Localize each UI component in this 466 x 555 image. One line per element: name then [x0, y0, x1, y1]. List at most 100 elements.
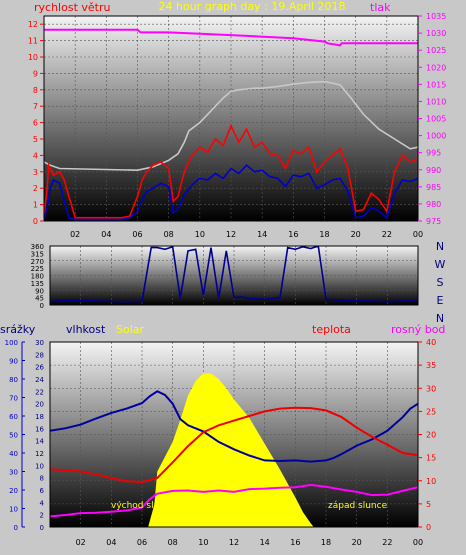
humidity-tick-4: 8: [40, 475, 44, 483]
precip-tick-1: 10: [9, 506, 18, 514]
p3-time-tick-5: 12: [229, 538, 239, 547]
direction-tick-3: 135: [31, 280, 44, 288]
p3-time-tick-9: 20: [352, 538, 362, 547]
compass-E-3: E: [437, 294, 444, 307]
humidity-tick-11: 22: [35, 388, 44, 396]
p3-time-tick-1: 04: [106, 538, 116, 547]
p1-time-tick-10: 22: [382, 230, 392, 239]
p1-time-tick-5: 12: [226, 230, 236, 239]
temperature-tick-1: 5: [426, 500, 431, 509]
series-wind: [44, 164, 418, 221]
temperature-tick-3: 15: [426, 454, 436, 463]
p1-time-tick-11: 00: [413, 230, 423, 239]
wind-speed-tick-0: 0: [33, 217, 38, 226]
p3-time-tick-8: 18: [321, 538, 331, 547]
pressure-tick-2: 985: [426, 183, 441, 192]
p3-time-tick-10: 22: [382, 538, 392, 547]
panel3-series: [50, 373, 418, 527]
pressure-tick-9: 1020: [426, 63, 446, 72]
humidity-tick-12: 24: [35, 376, 44, 384]
wind-speed-tick-3: 3: [33, 168, 38, 177]
p1-time-tick-7: 16: [288, 230, 298, 239]
pressure-tick-10: 1025: [426, 46, 446, 55]
wind-speed-tick-6: 6: [33, 119, 38, 128]
precip-tick-8: 80: [9, 376, 18, 384]
precip-tick-3: 30: [9, 469, 18, 477]
pressure-axis: 975 980 985 990 995 1000 1005 1010 1015 1020 1025 1…: [418, 12, 446, 226]
p1-time-tick-0: 02: [70, 230, 80, 239]
pressure-tick-12: 1035: [426, 12, 446, 21]
direction-tick-5: 225: [31, 265, 44, 273]
humidity-tick-5: 10: [35, 462, 44, 470]
series-wind_direction: [50, 246, 418, 303]
solar-label: Solar: [116, 323, 145, 336]
wind-speed-tick-4: 4: [33, 151, 38, 160]
sunrise-label: východ slunce: [111, 501, 176, 511]
humidity-tick-15: 30: [35, 339, 44, 347]
p1-time-tick-4: 10: [195, 230, 205, 239]
pressure-tick-6: 1005: [426, 115, 446, 124]
pressure-tick-11: 1030: [426, 29, 446, 38]
temperature-tick-8: 40: [426, 338, 436, 347]
p3-time-tick-4: 10: [198, 538, 208, 547]
compass-W-1: W: [435, 258, 446, 271]
panel2-series: [50, 246, 418, 303]
humidity-axis-label: vlhkost: [66, 323, 106, 336]
precip-tick-0: 0: [14, 524, 18, 532]
p1-time-tick-1: 04: [101, 230, 111, 239]
humidity-tick-8: 16: [35, 425, 44, 433]
precip-tick-10: 100: [5, 339, 18, 347]
wind-speed-tick-5: 5: [33, 135, 38, 144]
wind-speed-axis-label: rychlost větru: [34, 1, 110, 14]
wind-speed-tick-7: 7: [33, 102, 38, 111]
wind-speed-tick-8: 8: [33, 86, 38, 95]
temperature-tick-7: 35: [426, 361, 436, 370]
pressure-tick-4: 995: [426, 149, 441, 158]
pressure-tick-0: 975: [426, 217, 441, 226]
humidity-tick-1: 2: [40, 512, 44, 520]
p3-time-tick-7: 16: [290, 538, 300, 547]
series-pressure: [44, 28, 418, 47]
temperature-tick-4: 20: [426, 431, 436, 440]
p3-time-tick-3: 08: [168, 538, 178, 547]
series-temperature: [50, 406, 418, 484]
wind-speed-tick-12: 12: [28, 20, 38, 29]
pressure-tick-8: 1015: [426, 80, 446, 89]
precip-tick-6: 60: [9, 413, 18, 421]
panel1-series: [44, 28, 418, 221]
p3-time-tick-2: 06: [137, 538, 147, 547]
compass-N-0: N: [436, 240, 444, 253]
wind-speed-tick-9: 9: [33, 69, 38, 78]
humidity-tick-6: 12: [35, 450, 44, 458]
p1-time-tick-9: 20: [351, 230, 361, 239]
precip-tick-5: 50: [9, 432, 18, 440]
p1-time-tick-2: 06: [132, 230, 142, 239]
humidity-tick-3: 6: [40, 487, 45, 495]
temperature-tick-6: 30: [426, 384, 436, 393]
p1-time-tick-6: 14: [257, 230, 267, 239]
pressure-tick-3: 990: [426, 166, 441, 175]
p3-time-tick-6: 14: [260, 538, 270, 547]
temperature-axis: 0 5 10 15 20 25 30 35 40: [418, 338, 436, 532]
precip-axis: 0 10 20 30 40 50 60 70 80 90 100: [5, 339, 25, 532]
compass-N-4: N: [436, 312, 444, 325]
wind-speed-tick-1: 1: [33, 201, 38, 210]
pressure-tick-7: 1010: [426, 97, 446, 106]
series-humidity: [50, 390, 418, 463]
direction-tick-8: 360: [31, 243, 44, 251]
wind-speed-tick-10: 10: [28, 53, 38, 62]
wind-speed-tick-11: 11: [28, 37, 38, 46]
wind-speed-tick-2: 2: [33, 184, 38, 193]
humidity-tick-0: 0: [40, 524, 44, 532]
pressure-tick-1: 980: [426, 200, 441, 209]
precip-tick-7: 70: [9, 395, 18, 403]
temperature-tick-5: 25: [426, 407, 436, 416]
direction-tick-7: 315: [31, 250, 44, 258]
